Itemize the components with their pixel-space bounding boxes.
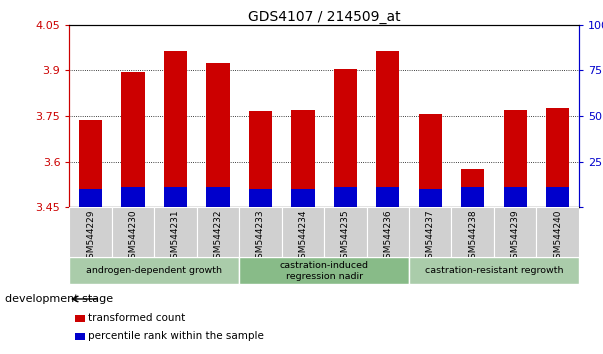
Bar — [418, 114, 442, 207]
Text: development stage: development stage — [5, 294, 113, 304]
Text: GSM544233: GSM544233 — [256, 210, 265, 264]
Bar — [112, 207, 154, 257]
Text: transformed count: transformed count — [88, 314, 185, 324]
Bar — [79, 189, 103, 207]
Text: GSM544232: GSM544232 — [213, 210, 223, 264]
Bar — [69, 257, 239, 284]
Bar — [452, 207, 494, 257]
Text: GSM544230: GSM544230 — [128, 210, 137, 264]
Text: GSM544234: GSM544234 — [298, 210, 308, 264]
Text: GSM544239: GSM544239 — [511, 210, 520, 264]
Bar — [206, 187, 230, 207]
Bar — [376, 187, 399, 207]
Bar — [69, 207, 112, 257]
Text: castration-resistant regrowth: castration-resistant regrowth — [425, 266, 563, 275]
Bar — [197, 207, 239, 257]
Bar — [546, 108, 569, 207]
Bar — [409, 257, 579, 284]
Bar — [249, 112, 272, 207]
Text: GSM544240: GSM544240 — [553, 210, 562, 264]
Bar — [239, 207, 282, 257]
Bar — [409, 207, 452, 257]
Bar — [461, 187, 484, 207]
Text: GSM544231: GSM544231 — [171, 210, 180, 264]
Bar — [291, 110, 315, 207]
Bar — [239, 257, 409, 284]
Title: GDS4107 / 214509_at: GDS4107 / 214509_at — [248, 10, 400, 24]
Bar — [249, 189, 272, 207]
Text: GSM544237: GSM544237 — [426, 210, 435, 264]
Bar — [121, 72, 145, 207]
Bar — [79, 120, 103, 207]
Bar — [282, 207, 324, 257]
Bar — [121, 187, 145, 207]
Text: GSM544238: GSM544238 — [468, 210, 477, 264]
Bar — [333, 69, 357, 207]
Text: GSM544229: GSM544229 — [86, 210, 95, 264]
Bar — [206, 63, 230, 207]
Bar — [367, 207, 409, 257]
Bar — [333, 187, 357, 207]
Bar — [494, 207, 537, 257]
Bar — [418, 189, 442, 207]
Text: GSM544235: GSM544235 — [341, 210, 350, 264]
Bar — [504, 110, 527, 207]
Text: androgen-dependent growth: androgen-dependent growth — [86, 266, 223, 275]
Bar — [504, 187, 527, 207]
Bar — [461, 169, 484, 207]
Bar — [75, 333, 85, 340]
Bar — [537, 207, 579, 257]
Bar — [154, 207, 197, 257]
Bar — [546, 187, 569, 207]
Text: GSM544236: GSM544236 — [384, 210, 393, 264]
Text: castration-induced
regression nadir: castration-induced regression nadir — [280, 261, 368, 280]
Bar — [164, 51, 187, 207]
Bar — [291, 189, 315, 207]
Bar — [164, 187, 187, 207]
Bar — [324, 207, 367, 257]
Bar — [75, 315, 85, 322]
Bar — [376, 51, 399, 207]
Text: percentile rank within the sample: percentile rank within the sample — [88, 331, 264, 342]
